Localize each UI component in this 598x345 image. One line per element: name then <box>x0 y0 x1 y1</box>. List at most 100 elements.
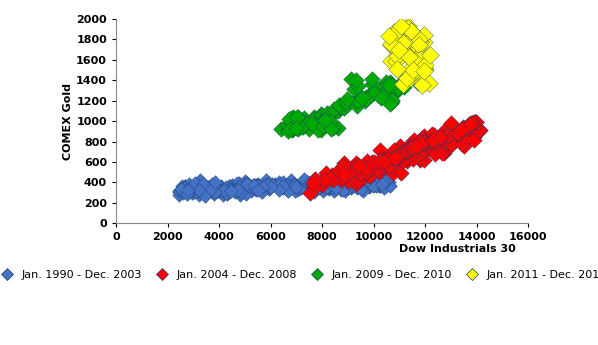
Jan. 1990 - Dec. 2003 <box>194 187 203 193</box>
Jan. 2004 - Dec. 2008 <box>457 141 466 147</box>
Jan. 2004 - Dec. 2008 <box>469 137 479 142</box>
Jan. 1990 - Dec. 2003 <box>329 186 338 192</box>
Jan. 1990 - Dec. 2003 <box>381 183 390 189</box>
Jan. 2004 - Dec. 2008 <box>419 158 428 163</box>
Jan. 2004 - Dec. 2008 <box>467 120 477 126</box>
Jan. 2004 - Dec. 2008 <box>428 131 437 136</box>
Jan. 1990 - Dec. 2003 <box>339 176 349 181</box>
Jan. 2004 - Dec. 2008 <box>334 168 344 173</box>
Jan. 1990 - Dec. 2003 <box>191 182 201 187</box>
Jan. 2009 - Dec. 2010 <box>294 115 303 120</box>
Jan. 1990 - Dec. 2003 <box>176 186 186 192</box>
Jan. 1990 - Dec. 2003 <box>252 183 262 188</box>
Jan. 2011 - Dec. 2011 <box>398 40 408 46</box>
Jan. 1990 - Dec. 2003 <box>240 184 249 190</box>
Jan. 1990 - Dec. 2003 <box>181 187 191 193</box>
Jan. 2004 - Dec. 2008 <box>377 156 387 161</box>
Jan. 1990 - Dec. 2003 <box>343 182 353 187</box>
Jan. 1990 - Dec. 2003 <box>176 188 186 194</box>
Jan. 1990 - Dec. 2003 <box>215 184 225 190</box>
Jan. 1990 - Dec. 2003 <box>355 183 365 189</box>
Jan. 2004 - Dec. 2008 <box>328 172 337 177</box>
Jan. 2004 - Dec. 2008 <box>390 155 400 160</box>
Jan. 1990 - Dec. 2003 <box>181 189 190 194</box>
Jan. 2004 - Dec. 2008 <box>380 156 390 162</box>
Jan. 1990 - Dec. 2003 <box>285 185 295 191</box>
Jan. 1990 - Dec. 2003 <box>324 180 333 186</box>
Jan. 2004 - Dec. 2008 <box>376 157 385 162</box>
Jan. 1990 - Dec. 2003 <box>264 180 274 186</box>
Jan. 1990 - Dec. 2003 <box>365 182 374 188</box>
Jan. 1990 - Dec. 2003 <box>282 186 291 191</box>
Jan. 2011 - Dec. 2011 <box>387 33 396 39</box>
Jan. 1990 - Dec. 2003 <box>183 187 193 192</box>
Jan. 2004 - Dec. 2008 <box>421 148 431 154</box>
Jan. 1990 - Dec. 2003 <box>245 184 255 190</box>
Jan. 1990 - Dec. 2003 <box>357 177 367 183</box>
Jan. 2004 - Dec. 2008 <box>402 147 412 153</box>
Jan. 1990 - Dec. 2003 <box>204 185 213 190</box>
Jan. 2004 - Dec. 2008 <box>361 165 371 170</box>
Jan. 1990 - Dec. 2003 <box>284 184 294 189</box>
Jan. 1990 - Dec. 2003 <box>369 182 379 188</box>
Jan. 2004 - Dec. 2008 <box>451 131 461 136</box>
Jan. 2009 - Dec. 2010 <box>386 84 395 89</box>
Jan. 1990 - Dec. 2003 <box>243 188 252 194</box>
Jan. 1990 - Dec. 2003 <box>266 185 275 190</box>
Jan. 2009 - Dec. 2010 <box>351 78 361 83</box>
Jan. 1990 - Dec. 2003 <box>289 181 298 186</box>
Jan. 2004 - Dec. 2008 <box>413 144 422 149</box>
Jan. 2004 - Dec. 2008 <box>447 141 456 147</box>
Jan. 1990 - Dec. 2003 <box>297 185 306 190</box>
Jan. 2004 - Dec. 2008 <box>462 124 472 129</box>
Jan. 1990 - Dec. 2003 <box>224 189 233 195</box>
Jan. 2009 - Dec. 2010 <box>388 97 397 102</box>
Jan. 1990 - Dec. 2003 <box>209 185 219 190</box>
Jan. 2011 - Dec. 2011 <box>407 28 416 34</box>
Jan. 1990 - Dec. 2003 <box>195 178 205 183</box>
Jan. 2011 - Dec. 2011 <box>425 80 434 86</box>
Jan. 2009 - Dec. 2010 <box>388 99 397 105</box>
Jan. 2009 - Dec. 2010 <box>378 86 388 91</box>
Jan. 2009 - Dec. 2010 <box>351 98 361 103</box>
Jan. 2004 - Dec. 2008 <box>376 158 386 164</box>
Jan. 2009 - Dec. 2010 <box>284 125 294 130</box>
Jan. 1990 - Dec. 2003 <box>300 177 309 182</box>
Jan. 2004 - Dec. 2008 <box>444 143 454 149</box>
Jan. 1990 - Dec. 2003 <box>236 187 246 193</box>
Jan. 1990 - Dec. 2003 <box>246 188 255 194</box>
Jan. 1990 - Dec. 2003 <box>309 178 318 184</box>
Jan. 1990 - Dec. 2003 <box>225 184 234 189</box>
Jan. 2004 - Dec. 2008 <box>406 144 416 150</box>
Jan. 1990 - Dec. 2003 <box>365 181 375 186</box>
Jan. 2004 - Dec. 2008 <box>407 140 416 145</box>
Jan. 1990 - Dec. 2003 <box>371 182 380 187</box>
Jan. 1990 - Dec. 2003 <box>365 176 374 181</box>
Jan. 2004 - Dec. 2008 <box>383 156 393 161</box>
Jan. 1990 - Dec. 2003 <box>254 184 263 189</box>
Jan. 2009 - Dec. 2010 <box>399 85 408 90</box>
Jan. 1990 - Dec. 2003 <box>213 186 222 192</box>
Jan. 2004 - Dec. 2008 <box>435 135 445 141</box>
Jan. 1990 - Dec. 2003 <box>346 179 356 185</box>
Jan. 2004 - Dec. 2008 <box>374 169 384 175</box>
Jan. 1990 - Dec. 2003 <box>256 184 266 190</box>
Jan. 1990 - Dec. 2003 <box>193 182 202 188</box>
Jan. 1990 - Dec. 2003 <box>242 190 251 196</box>
Jan. 1990 - Dec. 2003 <box>329 181 338 186</box>
Jan. 1990 - Dec. 2003 <box>309 181 319 187</box>
Jan. 2009 - Dec. 2010 <box>288 127 297 132</box>
Jan. 1990 - Dec. 2003 <box>338 184 347 189</box>
Jan. 2004 - Dec. 2008 <box>395 148 405 154</box>
Jan. 1990 - Dec. 2003 <box>218 192 228 198</box>
Jan. 2004 - Dec. 2008 <box>448 140 458 146</box>
Jan. 2004 - Dec. 2008 <box>338 163 348 168</box>
Jan. 1990 - Dec. 2003 <box>267 181 277 186</box>
Jan. 1990 - Dec. 2003 <box>236 187 245 193</box>
Jan. 1990 - Dec. 2003 <box>326 181 335 186</box>
Jan. 2004 - Dec. 2008 <box>461 125 471 131</box>
Jan. 2009 - Dec. 2010 <box>300 120 310 126</box>
Jan. 2004 - Dec. 2008 <box>458 125 468 130</box>
Jan. 2011 - Dec. 2011 <box>417 82 427 87</box>
Jan. 1990 - Dec. 2003 <box>303 181 312 187</box>
